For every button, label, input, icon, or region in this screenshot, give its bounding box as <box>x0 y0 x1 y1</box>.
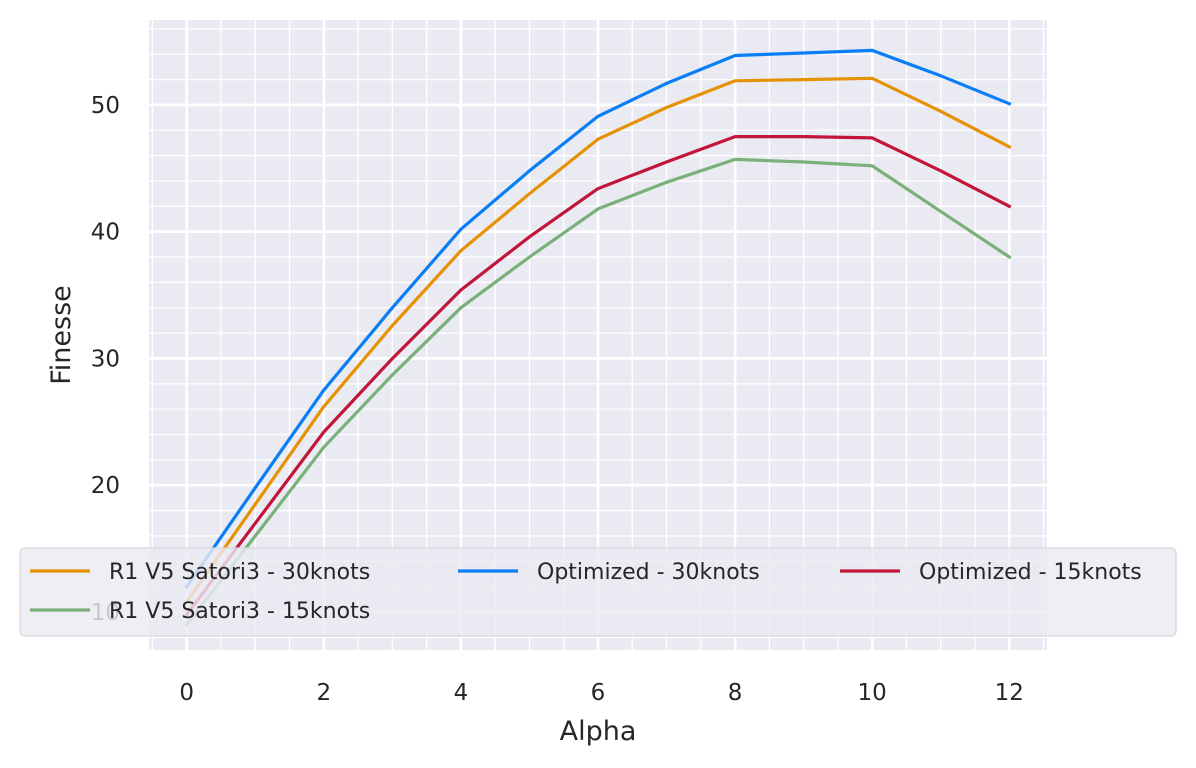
x-tick-label: 2 <box>316 680 331 706</box>
y-tick-label: 20 <box>91 473 120 499</box>
y-tick-label: 30 <box>91 346 120 372</box>
x-tick-labels: 0 2 4 6 8 10 12 <box>179 680 1024 706</box>
series-line <box>184 48 1012 589</box>
legend-label: R1 V5 Satori3 - 30knots <box>109 560 370 585</box>
y-tick-label: 40 <box>91 220 120 246</box>
legend-label: Optimized - 15knots <box>919 560 1142 585</box>
series-line <box>184 135 1012 617</box>
y-tick-label: 50 <box>91 93 120 119</box>
series-line <box>184 157 1012 627</box>
x-tick-label: 8 <box>728 680 743 706</box>
x-tick-label: 12 <box>995 680 1024 706</box>
legend-label: Optimized - 30knots <box>537 560 760 585</box>
x-tick-label: 4 <box>454 680 469 706</box>
legend-label: R1 V5 Satori3 - 15knots <box>109 599 370 624</box>
x-tick-label: 6 <box>591 680 606 706</box>
x-axis-label: Alpha <box>560 716 637 747</box>
grid <box>149 20 1047 650</box>
y-axis-label: Finesse <box>46 285 77 385</box>
x-tick-label: 10 <box>858 680 887 706</box>
series-lines <box>184 48 1012 627</box>
series-line <box>184 76 1012 605</box>
y-tick-labels: 1020304050 <box>91 93 120 626</box>
legend: R1 V5 Satori3 - 30knots Optimized - 30kno… <box>19 547 1177 637</box>
x-tick-label: 0 <box>179 680 194 706</box>
